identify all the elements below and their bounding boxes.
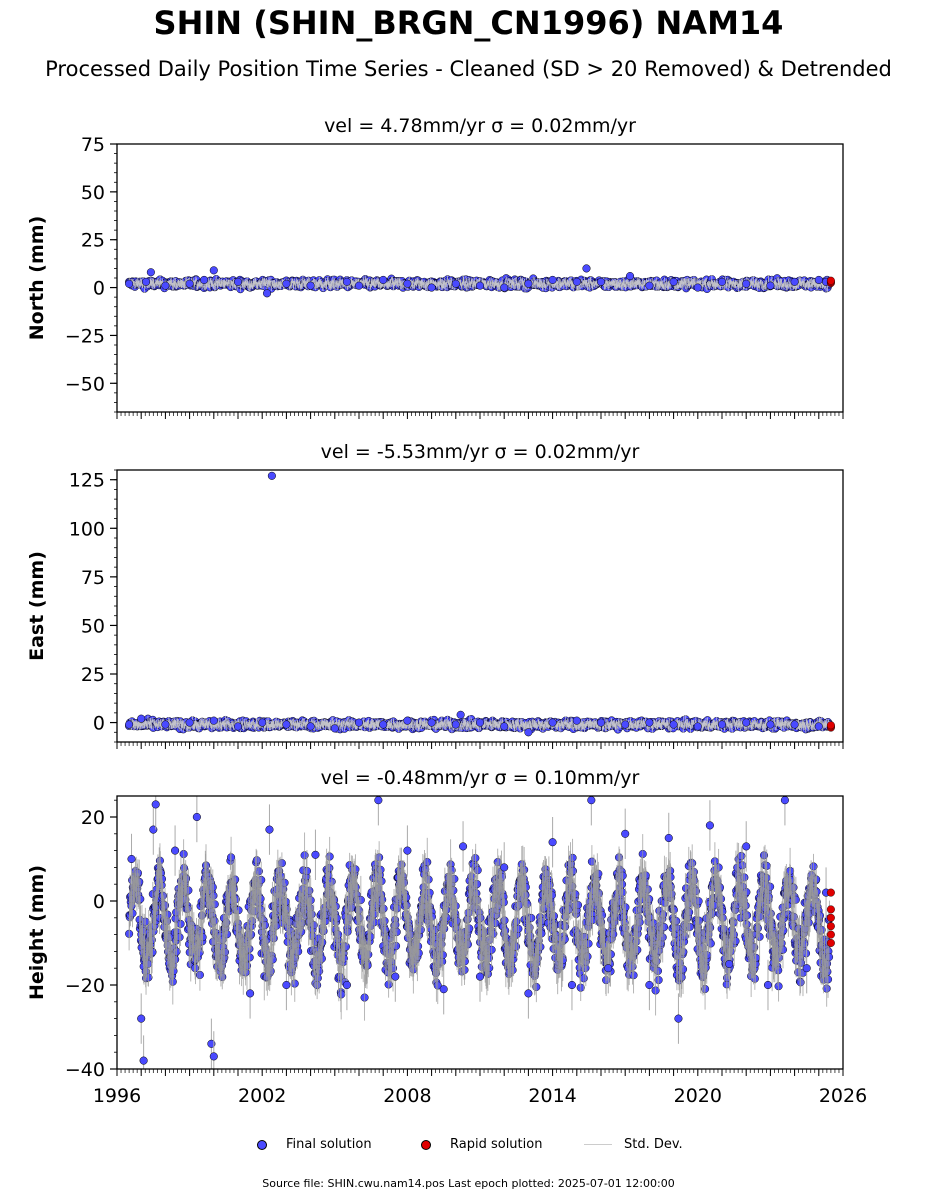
north-final-point [141, 277, 151, 286]
north-final-point [693, 283, 702, 292]
north-final-point [645, 281, 654, 290]
north-final-point [742, 279, 751, 288]
north-final-point [766, 281, 775, 290]
north-y-tick-label: 0 [93, 278, 105, 300]
north-final-point [262, 289, 272, 298]
north-y-tick-label: −25 [65, 325, 105, 347]
north-final-point [669, 277, 678, 286]
north-rapid-point [826, 276, 835, 285]
north-panel: vel = 4.78mm/yr σ = 0.02mm/yr North (mm) 7… [26, 115, 844, 419]
north-final-point [625, 272, 635, 281]
north-final-point [814, 275, 823, 284]
east-plot-area [125, 471, 835, 737]
north-y-tick-label: 25 [81, 230, 105, 252]
north-final-point [524, 279, 533, 288]
north-final-point [427, 283, 436, 292]
north-final-point [596, 277, 606, 286]
north-final-point [342, 277, 351, 286]
north-final-point [125, 279, 134, 288]
north-final-point [475, 281, 485, 290]
north-final-point [451, 279, 460, 288]
north-y-tick-label: 75 [81, 134, 105, 156]
north-final-point [572, 277, 581, 286]
north-y-tick-label: −50 [65, 373, 105, 395]
north-final-point [354, 281, 364, 290]
north-final-point [582, 264, 591, 273]
figure-subtitle: Processed Daily Position Time Series - C… [45, 57, 892, 81]
north-final-point [379, 275, 388, 284]
figure-title: SHIN (SHIN_BRGN_CN1996) NAM14 [153, 4, 784, 42]
north-final-point [161, 281, 170, 290]
north-final-point [403, 279, 412, 288]
north-final-point [717, 277, 727, 286]
north-final-point [209, 266, 218, 275]
north-final-point [185, 279, 194, 288]
north-plot-area [125, 264, 835, 298]
north-final-point [282, 279, 291, 288]
north-final-point [790, 277, 799, 286]
north-final-point [548, 275, 557, 284]
north-final-point [233, 277, 243, 286]
north-final-point [500, 283, 509, 292]
north-final-point [146, 268, 155, 277]
north-final-point [200, 275, 209, 284]
north-final-point [306, 281, 315, 290]
north-panel-title: vel = 4.78mm/yr σ = 0.02mm/yr [324, 115, 636, 137]
north-y-tick-label: 50 [81, 182, 105, 204]
north-y-axis-label: North (mm) [26, 216, 48, 341]
